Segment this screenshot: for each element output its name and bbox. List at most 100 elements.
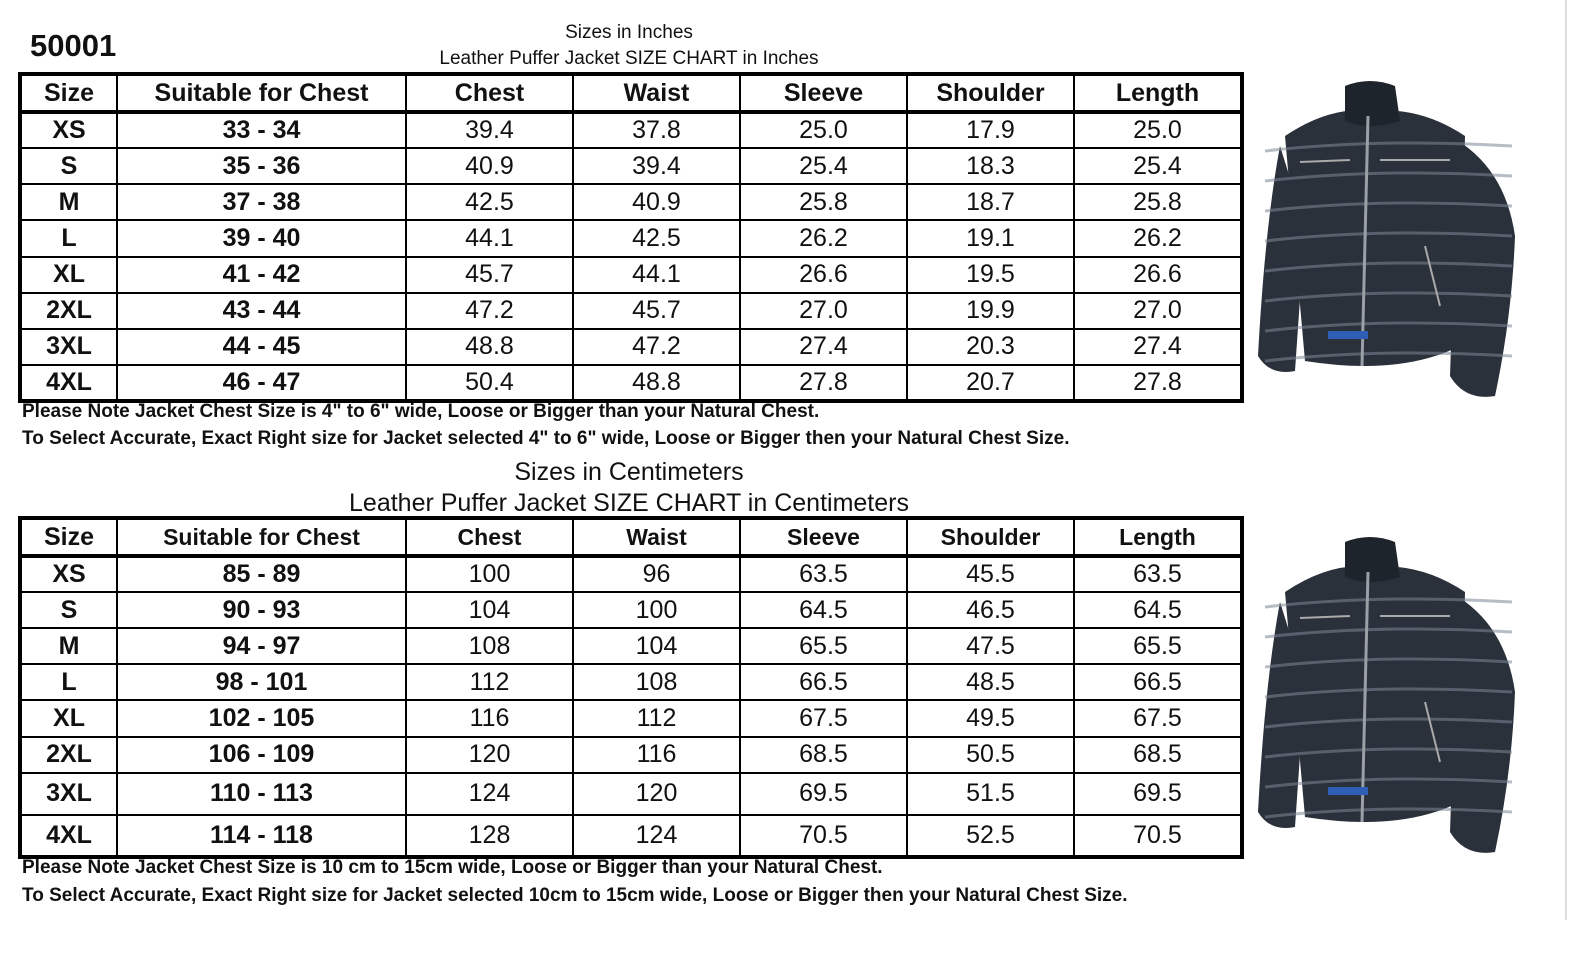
table-row: L 39 - 40 44.1 42.5 26.2 19.1 26.2	[19, 219, 1243, 258]
measurement-cell: 128	[405, 813, 574, 859]
column-header: Sleeve	[739, 516, 908, 559]
measurement-cell: 26.6	[739, 255, 908, 294]
jacket-quilt-seam	[1264, 807, 1513, 819]
jacket-quilt-seam	[1264, 231, 1513, 243]
chest-range-cell: 98 - 101	[116, 663, 407, 702]
chest-range-cell: 35 - 36	[116, 147, 407, 186]
measurement-cell: 66.5	[1073, 663, 1243, 702]
size-cell: S	[19, 591, 118, 630]
jacket-logo-patch	[1328, 787, 1368, 795]
jacket-chest-pocket	[1299, 615, 1351, 619]
jacket-right-sleeve	[1450, 136, 1515, 397]
column-header: Waist	[572, 516, 741, 559]
column-header: Length	[1073, 516, 1243, 559]
measurement-cell: 27.4	[1073, 327, 1243, 366]
measurement-cell: 45.7	[405, 255, 574, 294]
size-cell: 3XL	[19, 771, 118, 816]
measurement-cell: 45.5	[906, 555, 1075, 594]
size-cell: S	[19, 147, 118, 186]
size-cell: 2XL	[19, 291, 118, 330]
jacket-quilt-seam	[1264, 141, 1513, 153]
measurement-cell: 45.7	[572, 291, 741, 330]
measurement-cell: 47.5	[906, 627, 1075, 666]
measurement-cell: 44.1	[405, 219, 574, 258]
jacket-right-sleeve	[1450, 592, 1515, 853]
inches-subtitle: Sizes in Inches	[565, 22, 693, 43]
table-row: 4XL 114 - 118 128 124 70.5 52.5 70.5	[19, 813, 1243, 859]
jacket-quilt-seam	[1264, 261, 1513, 273]
jacket-image-cm	[1258, 537, 1515, 853]
column-header: Suitable for Chest	[116, 72, 407, 115]
measurement-cell: 42.5	[405, 183, 574, 222]
measurement-cell: 25.4	[739, 147, 908, 186]
measurement-cell: 120	[405, 735, 574, 774]
jacket-quilt-seam	[1264, 687, 1513, 699]
measurement-cell: 108	[572, 663, 741, 702]
measurement-cell: 18.7	[906, 183, 1075, 222]
measurement-cell: 104	[572, 627, 741, 666]
measurement-cell: 48.5	[906, 663, 1075, 702]
measurement-cell: 116	[405, 699, 574, 738]
measurement-cell: 112	[405, 663, 574, 702]
size-cell: XS	[19, 111, 118, 150]
measurement-cell: 18.3	[906, 147, 1075, 186]
jacket-quilt-seam	[1264, 351, 1513, 363]
measurement-cell: 63.5	[1073, 555, 1243, 594]
jacket-side-pocket	[1424, 701, 1441, 763]
column-header: Sleeve	[739, 72, 908, 115]
measurement-cell: 108	[405, 627, 574, 666]
jacket-zipper	[1360, 115, 1370, 367]
measurement-cell: 104	[405, 591, 574, 630]
measurement-cell: 65.5	[1073, 627, 1243, 666]
table-row: L 98 - 101 112 108 66.5 48.5 66.5	[19, 663, 1243, 702]
column-header: Waist	[572, 72, 741, 115]
size-cell: L	[19, 663, 118, 702]
cm-size-table: Size Suitable for Chest Chest Waist Sleeve Sh…	[18, 516, 1244, 859]
size-cell: 2XL	[19, 735, 118, 774]
measurement-cell: 96	[572, 555, 741, 594]
size-cell: 4XL	[19, 363, 118, 403]
measurement-cell: 42.5	[572, 219, 741, 258]
column-header: Shoulder	[906, 72, 1075, 115]
inches-size-table: Size Suitable for Chest Chest Waist Sleeve Sh…	[18, 72, 1244, 403]
cm-note-1: Please Note Jacket Chest Size is 10 cm t…	[22, 857, 883, 878]
measurement-cell: 63.5	[739, 555, 908, 594]
jacket-logo-patch	[1328, 331, 1368, 339]
chest-range-cell: 43 - 44	[116, 291, 407, 330]
measurement-cell: 50.5	[906, 735, 1075, 774]
measurement-cell: 26.2	[1073, 219, 1243, 258]
measurement-cell: 49.5	[906, 699, 1075, 738]
table-row: S 35 - 36 40.9 39.4 25.4 18.3 25.4	[19, 147, 1243, 186]
size-cell: 3XL	[19, 327, 118, 366]
jacket-quilt-seam	[1264, 657, 1513, 669]
table-row: XL 102 - 105 116 112 67.5 49.5 67.5	[19, 699, 1243, 738]
measurement-cell: 69.5	[739, 771, 908, 816]
jacket-chest-pocket	[1299, 159, 1351, 163]
chest-range-cell: 33 - 34	[116, 111, 407, 150]
measurement-cell: 124	[572, 813, 741, 859]
jacket-quilt-seam	[1264, 597, 1513, 609]
column-header: Chest	[405, 516, 574, 559]
measurement-cell: 67.5	[1073, 699, 1243, 738]
measurement-cell: 39.4	[405, 111, 574, 150]
measurement-cell: 112	[572, 699, 741, 738]
measurement-cell: 19.1	[906, 219, 1075, 258]
cm-note-2: To Select Accurate, Exact Right size for…	[22, 885, 1128, 906]
size-cell: XL	[19, 699, 118, 738]
measurement-cell: 20.3	[906, 327, 1075, 366]
table-row: 2XL 106 - 109 120 116 68.5 50.5 68.5	[19, 735, 1243, 774]
inches-note-2: To Select Accurate, Exact Right size for…	[22, 428, 1070, 449]
measurement-cell: 27.8	[1073, 363, 1243, 403]
measurement-cell: 20.7	[906, 363, 1075, 403]
size-cell: 4XL	[19, 813, 118, 859]
measurement-cell: 66.5	[739, 663, 908, 702]
measurement-cell: 116	[572, 735, 741, 774]
jacket-collar	[1345, 537, 1400, 582]
chest-range-cell: 102 - 105	[116, 699, 407, 738]
measurement-cell: 27.0	[739, 291, 908, 330]
table-row: XL 41 - 42 45.7 44.1 26.6 19.5 26.6	[19, 255, 1243, 294]
chest-range-cell: 94 - 97	[116, 627, 407, 666]
measurement-cell: 40.9	[572, 183, 741, 222]
jacket-image-inches	[1258, 81, 1515, 397]
size-cell: M	[19, 183, 118, 222]
